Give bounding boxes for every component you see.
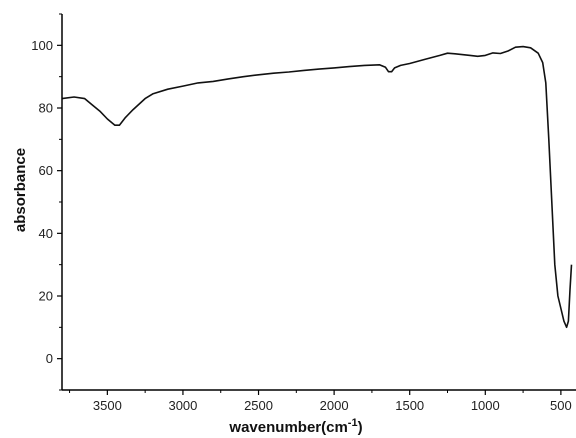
spectrum-line — [61, 45, 573, 329]
x-tick-label: 1000 — [471, 398, 500, 413]
x-tick-label: 500 — [550, 398, 572, 413]
series-layer — [61, 45, 573, 329]
y-tick-label: 40 — [39, 226, 53, 241]
y-tick-label: 100 — [31, 38, 53, 53]
x-tick-label: 3000 — [168, 398, 197, 413]
x-tick-label: 1500 — [395, 398, 424, 413]
x-axis-label-superscript: -1 — [348, 417, 358, 429]
x-tick-label: 3500 — [93, 398, 122, 413]
y-axis-ticks: 0 20 40 60 80 100 — [31, 13, 62, 391]
x-tick-label: 2000 — [320, 398, 349, 413]
x-axis-ticks: 3500 3000 2500 2000 1500 1000 500 — [69, 390, 572, 413]
x-axis-label-main: wavenumber(cm — [228, 419, 347, 436]
x-axis-label: wavenumber(cm-1) — [228, 417, 362, 436]
y-tick-label: 60 — [39, 163, 53, 178]
y-tick-label: 0 — [46, 351, 53, 366]
x-tick-label: 2500 — [244, 398, 273, 413]
x-axis-label-close: ) — [358, 419, 363, 436]
y-tick-label: 20 — [39, 289, 53, 304]
y-axis-label: absorbance — [12, 148, 29, 232]
y-tick-label: 80 — [39, 101, 53, 116]
